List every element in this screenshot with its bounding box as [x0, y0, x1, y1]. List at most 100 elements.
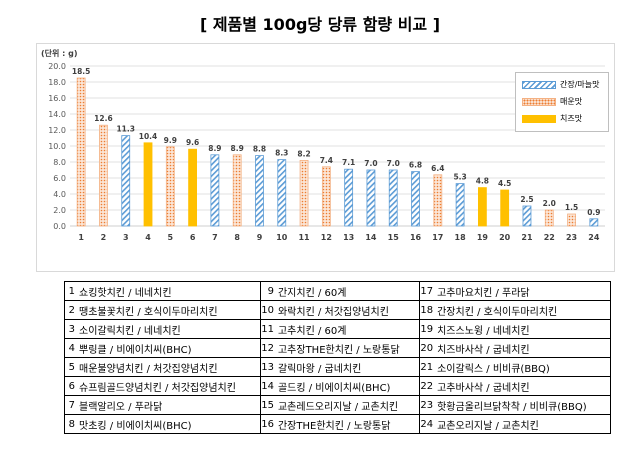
- product-number: 23: [419, 395, 435, 415]
- x-tick-label: 7: [212, 233, 218, 242]
- table-row: 2 땡초불꽃치킨 / 호식이두마리치킨 10 와락치킨 / 처갓집양념치킨 18 간장치킨…: [64, 300, 612, 320]
- product-name: 갈릭마왕 / 굽네치킨: [274, 357, 421, 377]
- x-tick-label: 6: [190, 233, 196, 242]
- bar-spicy: [99, 124, 108, 227]
- product-number: 6: [64, 376, 76, 396]
- chart-container: (단위 : g) 0.0 2.0 4.0 6.0 8.0 10.0 12.0 14.0 16.0…: [36, 43, 615, 272]
- bar-value-label: 6.8: [409, 161, 422, 170]
- bar-value-label: 8.9: [208, 144, 221, 153]
- x-tick-label: 5: [168, 233, 174, 242]
- bar-chart: (단위 : g) 0.02.04.06.08.010.012.014.016.0…: [41, 48, 605, 242]
- product-number: 9: [260, 281, 275, 301]
- x-tick-label: 17: [432, 233, 443, 242]
- bar-soy: [366, 169, 376, 227]
- x-tick-label: 2: [101, 233, 107, 242]
- y-tick-label: 18.0: [48, 78, 66, 87]
- product-name: 소이갈릭치킨 / 네네치킨: [76, 319, 262, 339]
- product-number: 8: [64, 414, 76, 434]
- product-name: 교촌오리지날 / 교촌치킨: [434, 414, 612, 434]
- bar-value-label: 5.3: [453, 173, 466, 182]
- legend-swatch-cheese: [522, 115, 556, 123]
- x-tick-label: 11: [298, 233, 310, 242]
- y-tick-label: 2.0: [53, 206, 66, 215]
- bar-value-label: 8.3: [275, 149, 288, 158]
- bar-value-label: 6.4: [431, 164, 444, 173]
- bar-spicy: [232, 154, 242, 227]
- product-name: 간지치킨 / 60계: [274, 281, 421, 301]
- bar-value-label: 4.5: [498, 179, 511, 188]
- bar-value-label: 10.4: [139, 132, 158, 141]
- bar-value-label: 8.2: [297, 149, 310, 158]
- bar-soy: [121, 135, 131, 227]
- x-tick-label: 18: [455, 233, 467, 242]
- chart-legend: 간장/마늘맛 매운맛 치즈맛: [515, 72, 609, 132]
- x-tick-label: 21: [521, 233, 533, 242]
- bar-soy: [455, 183, 465, 227]
- bar-spicy: [165, 146, 175, 227]
- legend-label-cheese: 치즈맛: [560, 114, 583, 123]
- bar-cheese: [500, 189, 510, 227]
- bar-soy: [344, 168, 354, 227]
- product-number: 21: [419, 357, 435, 377]
- product-name: 교촌레드오리지날 / 교촌치킨: [274, 395, 421, 415]
- legend-swatch-soy: [522, 81, 556, 89]
- table-row: 1 쇼킹핫치킨 / 네네치킨 9 간지치킨 / 60계 17 고추마요치킨 / 푸라닭: [64, 281, 612, 301]
- bar-soy: [522, 205, 532, 227]
- x-tick-label: 16: [410, 233, 422, 242]
- bar-value-label: 7.0: [364, 159, 377, 168]
- product-name: 소이갈릭스 / 비비큐(BBQ): [434, 357, 612, 377]
- bar-cheese: [143, 142, 153, 227]
- product-name: 맛초킹 / 비에이치씨(BHC): [76, 414, 262, 434]
- y-tick-label: 10.0: [48, 142, 66, 151]
- product-number: 4: [64, 338, 76, 358]
- product-number: 17: [419, 281, 435, 301]
- bar-soy: [255, 155, 264, 227]
- x-tick-label: 19: [477, 233, 489, 242]
- bar-cheese: [477, 187, 487, 227]
- bar-soy: [277, 159, 287, 227]
- bar-spicy: [567, 213, 576, 227]
- product-name: 블랙알리오 / 푸라닭: [76, 395, 262, 415]
- product-number: 11: [260, 319, 275, 339]
- product-name: 간장치킨 / 호식이두마리치킨: [434, 300, 612, 320]
- product-number: 5: [64, 357, 76, 377]
- y-tick-label: 6.0: [53, 174, 66, 183]
- bar-cheese: [188, 148, 198, 227]
- product-number: 1: [64, 281, 76, 301]
- bar-value-label: 7.0: [387, 159, 400, 168]
- product-name: 고추바사삭 / 굽네치킨: [434, 376, 612, 396]
- x-tick-label: 10: [276, 233, 288, 242]
- y-tick-label: 8.0: [53, 158, 66, 167]
- product-number: 24: [419, 414, 435, 434]
- x-tick-label: 22: [544, 233, 555, 242]
- bar-soy: [589, 218, 599, 227]
- bar-value-label: 8.8: [253, 145, 266, 154]
- bar-soy: [411, 171, 420, 227]
- bar-spicy: [433, 174, 443, 227]
- product-name: 골드킹 / 비에이치씨(BHC): [274, 376, 421, 396]
- table-row: 4 뿌링클 / 비에이치씨(BHC) 12 고추장THE한치킨 / 노랑통닭 20 치즈바…: [64, 338, 612, 358]
- legend-swatch-spicy: [522, 98, 556, 106]
- bar-value-label: 11.3: [116, 125, 135, 134]
- bar-value-label: 18.5: [72, 67, 91, 76]
- bar-spicy: [299, 160, 309, 227]
- product-number: 7: [64, 395, 76, 415]
- product-name: 슈프림골드양념치킨 / 처갓집양념치킨: [76, 376, 262, 396]
- x-tick-label: 1: [78, 233, 84, 242]
- product-number: 22: [419, 376, 435, 396]
- legend-label-soy: 간장/마늘맛: [560, 80, 600, 89]
- product-name: 고추마요치킨 / 푸라닭: [434, 281, 612, 301]
- product-name: 핫황금올리브닭착착 / 비비큐(BBQ): [434, 395, 612, 415]
- bar-spicy: [76, 77, 86, 227]
- bar-value-label: 12.6: [94, 114, 113, 123]
- page-title: [ 제품별 100g당 당류 함량 비교 ]: [199, 15, 441, 34]
- product-name: 치즈바사삭 / 굽네치킨: [434, 338, 612, 358]
- unit-label: (단위 : g): [41, 48, 78, 58]
- bar-value-label: 9.9: [164, 136, 177, 145]
- y-tick-label: 0.0: [53, 222, 66, 231]
- product-name: 쇼킹핫치킨 / 네네치킨: [76, 281, 262, 301]
- x-tick-label: 13: [343, 233, 354, 242]
- y-tick-label: 14.0: [48, 110, 66, 119]
- bar-spicy: [544, 209, 554, 227]
- table-row: 8 맛초킹 / 비에이치씨(BHC) 16 간장THE한치킨 / 노랑통닭 24 교촌오리…: [64, 414, 612, 434]
